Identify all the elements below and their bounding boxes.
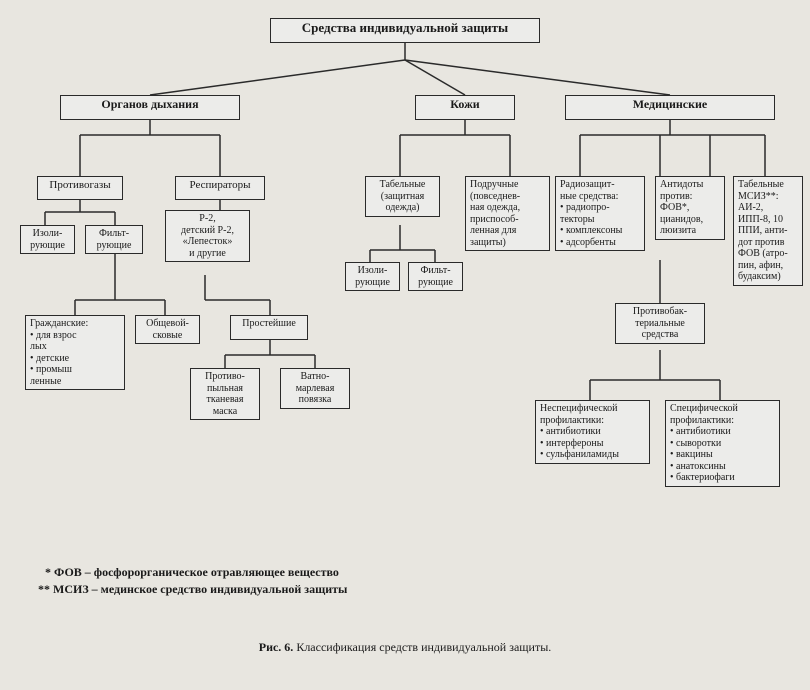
footnote-msiz: ** МСИЗ – мединское средство индивидуаль… <box>38 582 347 597</box>
node-gasmasks: Противогазы <box>37 176 123 200</box>
node-skin: Кожи <box>415 95 515 120</box>
node-medical: Медицинские <box>565 95 775 120</box>
node-antibact: Противобак-териальныесредства <box>615 303 705 344</box>
node-radio: Радиозащит-ные средства:• радиопро-текто… <box>555 176 645 251</box>
node-tab-msiz: ТабельныеМСИЗ**:АИ-2,ИПП-8, 10ППИ, анти-… <box>733 176 803 286</box>
footnote-fov: * ФОВ – фосфорорганическое отравляющее в… <box>45 565 339 580</box>
node-spec: Специфическойпрофилактики:• антибиотики•… <box>665 400 780 487</box>
node-antidotes: Антидотыпротив:ФОВ*,цианидов,люизита <box>655 176 725 240</box>
node-resp-organs: Органов дыхания <box>60 95 240 120</box>
node-filtering-skin: Фильт-рующие <box>408 262 463 291</box>
node-nonspec: Неспецифическойпрофилактики:• антибиотик… <box>535 400 650 464</box>
node-filtering-gasmask: Фильт-рующие <box>85 225 143 254</box>
node-dustmask: Противо-пыльнаятканеваямаска <box>190 368 260 420</box>
node-simplest: Простейшие <box>230 315 308 340</box>
node-isolating-skin: Изоли-рующие <box>345 262 400 291</box>
caption-prefix: Рис. 6. <box>259 640 297 654</box>
node-r2: Р-2,детский Р-2,«Лепесток»и другие <box>165 210 250 262</box>
node-gauze: Ватно-марлеваяповязка <box>280 368 350 409</box>
node-root: Средства индивидуальной защиты <box>270 18 540 43</box>
node-respirators: Респираторы <box>175 176 265 200</box>
node-combined: Общевой-сковые <box>135 315 200 344</box>
node-civil: Гражданские:• для взрослых• детские• про… <box>25 315 125 390</box>
caption-text: Классификация средств индивидуальной защ… <box>296 640 551 654</box>
node-tab-skin: Табельные(защитнаяодежда) <box>365 176 440 217</box>
node-isolating-gasmask: Изоли-рующие <box>20 225 75 254</box>
node-improv-skin: Подручные(повседнев-ная одежда,приспособ… <box>465 176 550 251</box>
